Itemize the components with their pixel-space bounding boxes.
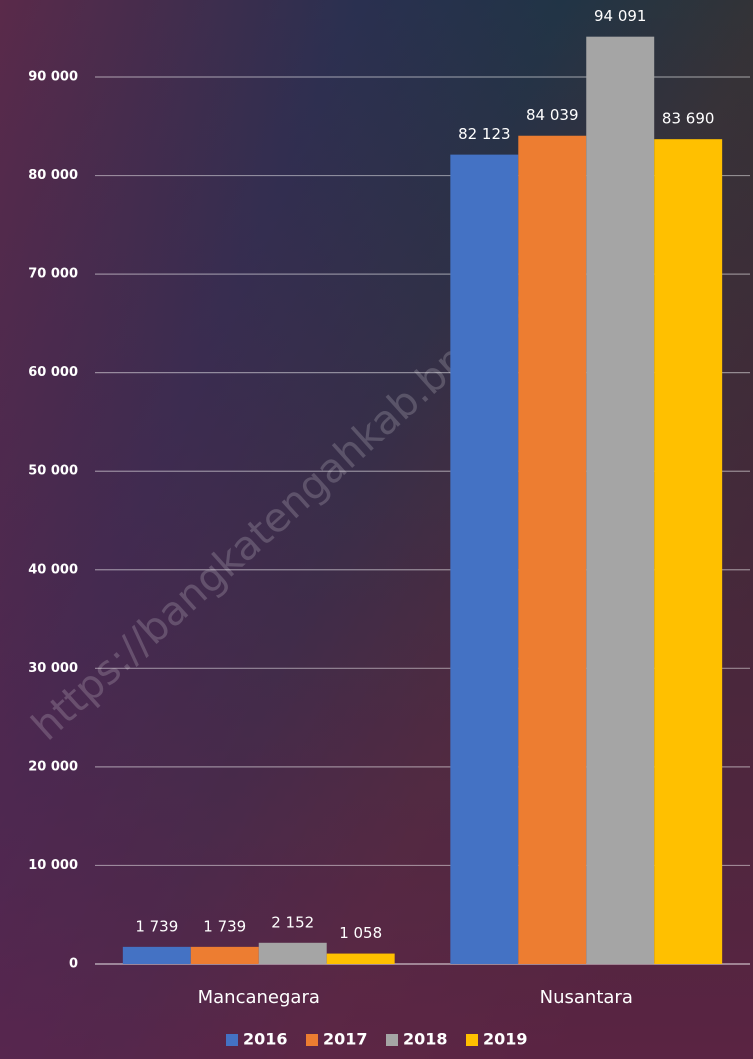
y-tick-label: 80 000 — [28, 168, 78, 183]
legend-swatch — [226, 1034, 238, 1046]
legend-swatch — [466, 1034, 478, 1046]
value-label: 94 091 — [594, 7, 647, 25]
legend-label: 2018 — [403, 1030, 448, 1049]
x-tick-label: Nusantara — [540, 987, 633, 1008]
legend-label: 2017 — [323, 1030, 368, 1049]
value-label: 82 123 — [458, 125, 511, 143]
bar — [586, 36, 655, 964]
legend-swatch — [306, 1034, 318, 1046]
y-tick-label: 70 000 — [28, 267, 78, 282]
value-label: 1 739 — [135, 917, 178, 935]
value-label: 1 739 — [203, 917, 246, 935]
legend-label: 2016 — [243, 1030, 288, 1049]
legend-label: 2019 — [483, 1030, 528, 1049]
bar — [122, 946, 191, 964]
value-label: 2 152 — [271, 913, 314, 931]
y-tick-label: 90 000 — [28, 69, 78, 84]
y-tick-label: 30 000 — [28, 661, 78, 676]
bar — [258, 942, 327, 964]
legend-swatch — [386, 1034, 398, 1046]
value-label: 83 690 — [662, 110, 715, 128]
value-label: 1 058 — [339, 924, 382, 942]
x-tick-label: Mancanegara — [198, 987, 320, 1008]
bar — [518, 135, 587, 965]
y-tick-label: 0 — [69, 957, 78, 972]
y-tick-label: 50 000 — [28, 464, 78, 479]
y-tick-label: 60 000 — [28, 365, 78, 380]
bar — [450, 154, 519, 964]
value-label: 84 039 — [526, 106, 579, 124]
bar — [326, 953, 395, 964]
y-tick-label: 40 000 — [28, 562, 78, 577]
y-tick-label: 10 000 — [28, 858, 78, 873]
bar — [654, 139, 723, 965]
y-tick-label: 20 000 — [28, 759, 78, 774]
bar — [190, 946, 259, 964]
